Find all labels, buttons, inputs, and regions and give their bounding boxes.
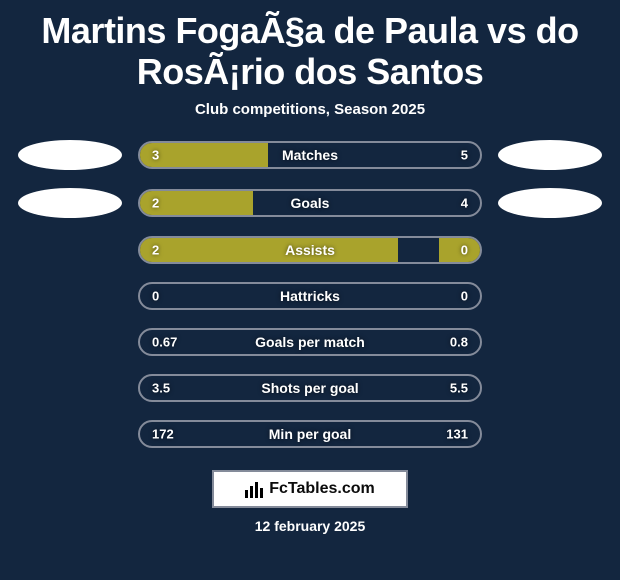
stat-value-right: 0: [461, 242, 468, 257]
player-badge-right: [498, 140, 602, 170]
stat-value-right: 5.5: [450, 380, 468, 395]
stat-row: 2 0 Assists: [8, 236, 612, 264]
player-badge-left: [18, 140, 122, 170]
stat-bar: 0 0 Hattricks: [138, 282, 482, 310]
stat-value-left: 0: [152, 288, 159, 303]
stat-row: 3.5 5.5 Shots per goal: [8, 374, 612, 402]
stat-label: Hattricks: [280, 288, 340, 304]
stat-value-right: 0.8: [450, 334, 468, 349]
stat-value-right: 131: [446, 426, 468, 441]
stat-label: Goals per match: [255, 334, 365, 350]
stat-value-left: 3.5: [152, 380, 170, 395]
comparison-card: Martins FogaÃ§a de Paula vs do RosÃ¡rio …: [0, 0, 620, 580]
stat-bar: 172 131 Min per goal: [138, 420, 482, 448]
stat-value-left: 2: [152, 242, 159, 257]
stat-row: 172 131 Min per goal: [8, 420, 612, 448]
footer-badge[interactable]: FcTables.com: [212, 470, 408, 508]
player-badge-left: [18, 188, 122, 218]
player-badge-right: [498, 188, 602, 218]
stat-bar: 2 0 Assists: [138, 236, 482, 264]
stat-label: Goals: [291, 195, 330, 211]
bar-fill-right: [439, 238, 480, 262]
stat-value-left: 172: [152, 426, 174, 441]
stat-value-right: 4: [461, 195, 468, 210]
stat-value-left: 3: [152, 147, 159, 162]
stat-label: Shots per goal: [261, 380, 358, 396]
stat-label: Min per goal: [269, 426, 351, 442]
stat-bar: 3 5 Matches: [138, 141, 482, 169]
stat-row: 0.67 0.8 Goals per match: [8, 328, 612, 356]
stat-value-left: 2: [152, 195, 159, 210]
stat-rows: 3 5 Matches 2 4 Goals 2 0 Assists 0 0 Hattricks 0.67…: [8, 140, 612, 448]
stat-value-left: 0.67: [152, 334, 177, 349]
stat-label: Assists: [285, 242, 335, 258]
stat-bar: 2 4 Goals: [138, 189, 482, 217]
stat-row: 3 5 Matches: [8, 140, 612, 170]
barchart-icon: [245, 480, 263, 498]
stat-label: Matches: [282, 147, 338, 163]
stat-row: 0 0 Hattricks: [8, 282, 612, 310]
stat-bar: 0.67 0.8 Goals per match: [138, 328, 482, 356]
bar-fill-left: [140, 238, 398, 262]
stat-value-right: 0: [461, 288, 468, 303]
footer-date: 12 february 2025: [8, 518, 612, 534]
subtitle: Club competitions, Season 2025: [8, 101, 612, 118]
stat-row: 2 4 Goals: [8, 188, 612, 218]
footer-badge-text: FcTables.com: [269, 480, 375, 498]
stat-bar: 3.5 5.5 Shots per goal: [138, 374, 482, 402]
stat-value-right: 5: [461, 147, 468, 162]
page-title: Martins FogaÃ§a de Paula vs do RosÃ¡rio …: [8, 10, 612, 93]
